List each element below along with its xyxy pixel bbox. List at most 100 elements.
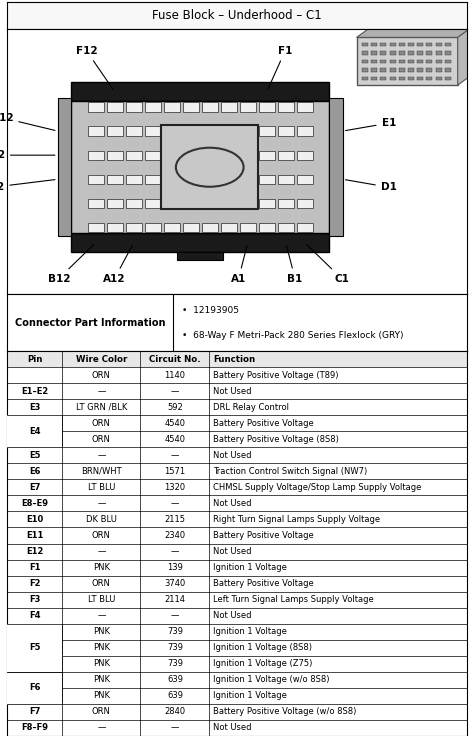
Bar [408,68,414,71]
Bar [201,102,218,112]
Text: LT BLU: LT BLU [88,483,115,492]
Text: 739: 739 [167,627,183,636]
Text: D1: D1 [346,180,397,192]
Text: Ignition 1 Voltage: Ignition 1 Voltage [213,627,287,636]
Bar [371,43,377,46]
Text: Ignition 1 Voltage (w/o 8S8): Ignition 1 Voltage (w/o 8S8) [213,676,329,684]
Text: LT GRN /BLK: LT GRN /BLK [76,403,127,411]
Text: C12: C12 [0,180,55,192]
Bar [126,174,142,184]
Bar [72,82,329,101]
Bar [107,223,123,232]
Text: 4540: 4540 [164,419,185,428]
Bar [399,60,405,63]
Text: Pin: Pin [27,355,42,364]
Text: —: — [171,451,179,460]
Text: E10: E10 [26,515,43,524]
Text: E4: E4 [29,427,40,436]
Bar [88,151,104,160]
Text: ORN: ORN [92,707,111,716]
Text: F4: F4 [29,611,40,620]
Text: E6: E6 [29,467,40,476]
Bar [240,223,256,232]
Text: F7: F7 [29,707,40,716]
Bar [445,68,451,71]
Text: •  12193905: • 12193905 [182,305,239,315]
Bar [427,43,432,46]
Bar [445,52,451,54]
Bar [408,60,414,63]
Text: —: — [171,547,179,556]
Text: F6: F6 [29,676,40,684]
Bar [297,127,313,135]
Text: ORN: ORN [92,419,111,428]
Text: ORN: ORN [92,579,111,588]
Text: B12: B12 [47,244,94,283]
Bar [329,99,343,236]
Text: F1: F1 [29,563,40,572]
Bar [221,102,237,112]
Text: —: — [171,611,179,620]
Bar [259,151,275,160]
Text: —: — [97,451,106,460]
Text: Traction Control Switch Signal (NW7): Traction Control Switch Signal (NW7) [213,467,367,476]
Bar [161,125,258,209]
Text: Not Used: Not Used [213,611,252,620]
Text: 2340: 2340 [164,531,185,540]
Text: —: — [171,723,179,732]
Bar [278,174,294,184]
Bar [297,199,313,208]
Text: Battery Positive Voltage: Battery Positive Voltage [213,419,314,428]
Bar [427,68,432,71]
Bar [182,102,199,112]
Text: —: — [97,723,106,732]
Text: Function: Function [213,355,255,364]
Text: DK BLU: DK BLU [86,515,117,524]
Bar [362,60,368,63]
Text: F5: F5 [29,627,40,636]
Bar [371,60,377,63]
Text: Ignition 1 Voltage (Z75): Ignition 1 Voltage (Z75) [213,659,312,668]
Text: 639: 639 [167,676,183,684]
Bar [399,43,405,46]
Text: Not Used: Not Used [213,386,252,396]
Bar [145,199,161,208]
Bar [107,199,123,208]
Bar [240,102,256,112]
Bar [7,351,467,367]
Bar [362,43,368,46]
Bar [362,77,368,80]
Text: F6: F6 [29,684,40,693]
Text: D12: D12 [0,150,55,160]
Text: PNK: PNK [93,691,110,701]
Bar [259,102,275,112]
Bar [417,68,423,71]
Bar [7,623,62,672]
Bar [221,223,237,232]
Bar [427,77,432,80]
Text: PNK: PNK [93,563,110,572]
Bar [259,174,275,184]
Bar [164,223,180,232]
Text: —: — [97,499,106,508]
Bar [177,252,223,260]
Bar [399,68,405,71]
Text: —: — [97,547,106,556]
Bar [297,102,313,112]
Text: Connector Part Information: Connector Part Information [15,318,165,328]
Text: F12: F12 [76,46,113,89]
Bar [145,102,161,112]
Bar [390,68,396,71]
Text: E11: E11 [26,531,44,540]
Text: A1: A1 [231,245,247,283]
Text: 639: 639 [167,691,183,701]
Bar [201,223,218,232]
Text: F3: F3 [29,595,40,604]
Bar [126,127,142,135]
Text: E4: E4 [29,419,40,428]
Text: E12: E12 [0,113,55,130]
Bar [399,52,405,54]
Bar [145,151,161,160]
Bar [417,60,423,63]
Bar [88,199,104,208]
